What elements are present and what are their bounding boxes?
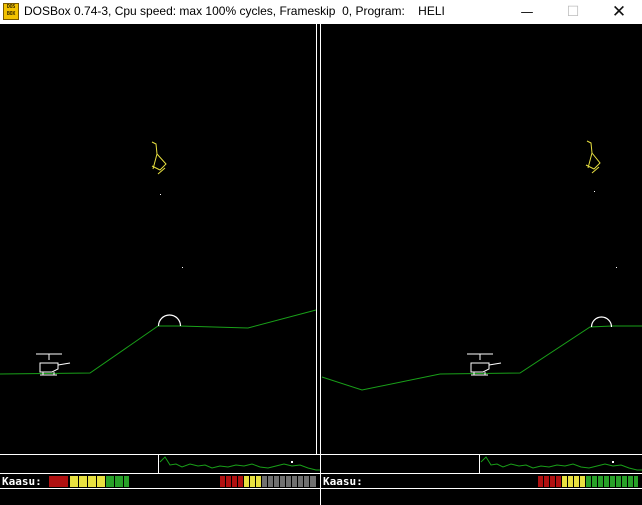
maximize-button[interactable]: ☐ <box>550 0 596 24</box>
app-icon-text-top: DOS <box>6 4 16 10</box>
close-button[interactable]: ✕ <box>596 0 642 24</box>
minimap-terrain-right <box>480 456 642 471</box>
minimap-marker <box>612 461 614 463</box>
fuel-bar-player-1 <box>49 476 129 487</box>
app-icon-text-bottom: BOX <box>6 11 16 17</box>
game-screen[interactable]: Kaasu: Kaasu: <box>0 24 642 505</box>
fuel-label-player-2: Kaasu: <box>323 475 363 488</box>
status-bar-player-2 <box>538 476 638 487</box>
terrain-line <box>321 325 642 391</box>
close-icon: ✕ <box>611 2 627 22</box>
projectile <box>160 194 161 195</box>
player-helicopter <box>467 353 502 376</box>
minimize-icon: — <box>520 4 534 20</box>
minimize-button[interactable]: — <box>504 0 550 24</box>
terrain-line <box>0 309 317 375</box>
projectile <box>616 267 617 268</box>
enemy-craft <box>151 141 167 175</box>
dosbox-app-icon[interactable]: DOS BOX <box>3 3 19 20</box>
player-helicopter <box>36 353 71 376</box>
viewport-player-2 <box>321 140 642 391</box>
viewport-player-1 <box>0 141 317 376</box>
projectile <box>594 191 595 192</box>
window-title: DOSBox 0.74-3, Cpu speed: max 100% cycle… <box>24 4 445 18</box>
status-bar-player-1 <box>220 476 316 487</box>
minimap-terrain-left <box>159 456 320 471</box>
dome-base <box>590 316 613 328</box>
fuel-label-player-1: Kaasu: <box>2 475 42 488</box>
title-bar[interactable]: DOS BOX DOSBox 0.74-3, Cpu speed: max 10… <box>0 0 642 24</box>
minimap-marker <box>291 461 293 463</box>
projectile <box>182 267 183 268</box>
game-canvas <box>0 24 642 505</box>
enemy-craft <box>585 140 601 174</box>
maximize-icon: ☐ <box>566 4 580 20</box>
dome-base <box>157 314 182 327</box>
